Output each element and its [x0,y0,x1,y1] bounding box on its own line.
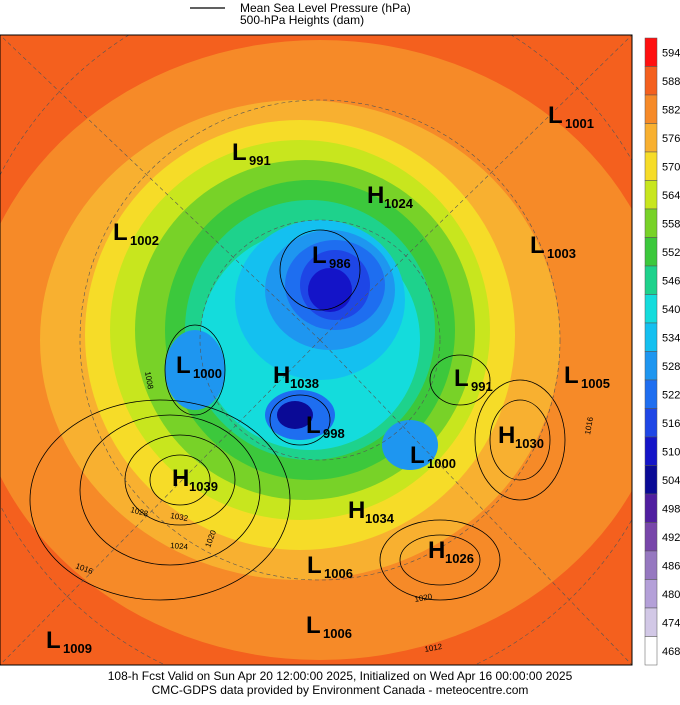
colorbar-label: 552 [662,247,680,259]
contour-label: 1020 [414,592,434,604]
colorbar-label: 558 [662,218,680,230]
colorbar-cell [644,408,658,438]
system-letter: L [312,242,327,269]
colorbar-cell [644,351,658,381]
footer-text: CMC-GDPS data provided by Environment Ca… [152,683,529,697]
system-letter: H [367,182,384,209]
colorbar-label: 594 [662,47,680,59]
system-pressure: 1038 [290,376,319,391]
colorbar-label: 516 [662,418,680,430]
system-letter: L [232,139,247,166]
system-pressure: 1009 [63,641,92,656]
system-letter: L [410,442,425,469]
colorbar-label: 504 [662,475,680,487]
colorbar-cell [644,322,658,352]
footer-text: 108-h Fcst Valid on Sun Apr 20 12:00:00 … [108,669,573,683]
colorbar-cell [644,294,658,324]
colorbar-cell [644,237,658,267]
contour-label: 1024 [170,541,189,552]
system-letter: L [548,102,563,129]
colorbar-cell [644,550,658,580]
colorbar-cell [644,379,658,409]
colorbar-label: 480 [662,589,680,601]
system-letter: L [176,352,191,379]
colorbar-cell [644,180,658,210]
system-letter: H [273,362,290,389]
system-letter: H [172,465,189,492]
colorbar-cell [644,265,658,295]
colorbar-cell [644,151,658,181]
system-pressure: 991 [471,379,493,394]
colorbar-cell [644,436,658,466]
colorbar-label: 570 [662,161,680,173]
colorbar: 594 588 582 576 570 564 558 552 546 540 534 528 522 5… [644,37,680,666]
system-pressure: 986 [329,256,351,271]
system-letter: L [306,612,321,639]
colorbar-label: 588 [662,76,680,88]
colorbar-label: 582 [662,104,680,116]
system-pressure: 1026 [445,551,474,566]
contour-label: 1012 [424,642,444,654]
system-pressure: 1024 [384,196,414,211]
system-letter: H [498,422,515,449]
colorbar-label: 546 [662,275,680,287]
colorbar-cell [644,37,658,67]
system-pressure: 1002 [130,233,159,248]
system-letter: L [306,412,321,439]
contour-label: 1032 [170,511,190,523]
legend-text: 500-hPa Heights (dam) [240,13,364,27]
colorbar-cell [644,123,658,153]
colorbar-label: 522 [662,389,680,401]
system-pressure: 1000 [193,366,222,381]
colorbar-cell [644,493,658,523]
colorbar-cell [644,208,658,238]
colorbar-cell [644,607,658,637]
colorbar-label: 486 [662,560,680,572]
colorbar-cell [644,636,658,666]
colorbar-cell [644,522,658,552]
system-letter: H [348,497,365,524]
colorbar-cell [644,465,658,495]
colorbar-label: 564 [662,190,680,202]
system-letter: L [307,552,322,579]
system-pressure: 1006 [324,566,353,581]
colorbar-label: 474 [662,617,680,629]
system-pressure: 1001 [565,116,594,131]
system-pressure: 1039 [189,479,218,494]
colorbar-label: 528 [662,361,680,373]
contour-label: 1016 [583,416,595,436]
colorbar-label: 498 [662,503,680,515]
system-pressure: 1005 [581,376,610,391]
system-letter: L [530,232,545,259]
colorbar-label: 510 [662,446,680,458]
system-letter: L [454,365,469,392]
system-pressure: 1006 [323,626,352,641]
colorbar-label: 540 [662,304,680,316]
colorbar-label: 468 [662,646,680,658]
contour-label: 1008 [143,371,155,391]
colorbar-cell [644,94,658,124]
system-pressure: 1030 [515,436,544,451]
system-pressure: 998 [323,426,345,441]
system-pressure: 1000 [427,456,456,471]
colorbar-label: 492 [662,532,680,544]
system-pressure: 991 [249,153,271,168]
system-letter: L [46,627,61,654]
system-pressure: 1034 [365,511,395,526]
system-letter: L [113,219,128,246]
colorbar-cell [644,579,658,609]
legend-text: Mean Sea Level Pressure (hPa) [240,1,411,15]
system-pressure: 1003 [547,246,576,261]
colorbar-cell [644,66,658,96]
system-letter: L [564,362,579,389]
colorbar-label: 576 [662,133,680,145]
colorbar-label: 534 [662,332,680,344]
system-letter: H [428,537,445,564]
